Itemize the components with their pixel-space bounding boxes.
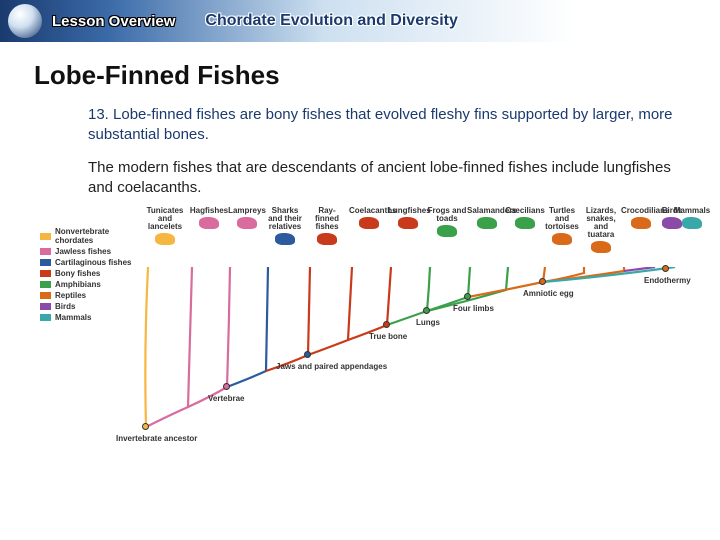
phylogeny-diagram: Nonvertebrate chordates Jawless fishes Car… [40,211,680,441]
taxon-icon [477,217,497,229]
taxon-icon [317,233,337,245]
taxon-label: Salamanders [467,207,507,215]
node-label: True bone [369,333,407,341]
taxon: Coelacanths [349,207,389,229]
taxon-label: Coelacanths [349,207,389,215]
taxon-label: Sharks and their relatives [265,207,305,231]
legend-label: Cartilaginous fishes [55,258,131,267]
legend-label: Amphibians [55,280,101,289]
legend-row: Nonvertebrate chordates [40,227,135,245]
legend-swatch [40,233,51,240]
node-dot [464,293,471,300]
legend: Nonvertebrate chordates Jawless fishes Car… [40,227,135,324]
taxon: Caecilians [505,207,545,229]
taxon-icon [155,233,175,245]
taxon-label: Hagfishes [189,207,229,215]
taxon-label: Caecilians [505,207,545,215]
taxon-icon [237,217,257,229]
taxon-label: Tunicates and lancelets [145,207,185,231]
taxon-label: Ray-finned fishes [307,207,347,231]
legend-label: Mammals [55,313,91,322]
legend-label: Nonvertebrate chordates [55,227,135,245]
taxa-row: Tunicates and lancelets HagfishesLampreys… [145,207,680,267]
legend-row: Bony fishes [40,269,135,278]
legend-label: Reptiles [55,291,86,300]
tree-nodes: Invertebrate ancestorVertebraeJaws and p… [130,267,680,437]
node-dot [223,383,230,390]
node-label: Invertebrate ancestor [116,435,197,443]
node-label: Four limbs [453,305,494,313]
taxon-icon [437,225,457,237]
node-dot [662,265,669,272]
node-dot [423,307,430,314]
taxon-icon [591,241,611,253]
legend-swatch [40,270,51,277]
taxon-icon [398,217,418,229]
legend-label: Birds [55,302,75,311]
legend-swatch [40,259,51,266]
taxon: Tunicates and lancelets [145,207,185,245]
taxon-icon [631,217,651,229]
taxon: Mammals [672,207,712,229]
taxon: Lizards, snakes, and tuatara [581,207,621,253]
taxon: Ray-finned fishes [307,207,347,245]
taxon-icon [275,233,295,245]
taxon-label: Lampreys [227,207,267,215]
taxon-label: Mammals [672,207,712,215]
legend-label: Bony fishes [55,269,100,278]
node-dot [304,351,311,358]
legend-label: Jawless fishes [55,247,111,256]
legend-swatch [40,303,51,310]
taxon: Lampreys [227,207,267,229]
topic-label: Chordate Evolution and Diversity [205,12,457,30]
lesson-label: Lesson Overview [52,13,175,30]
node-label: Amniotic egg [523,290,574,298]
node-dot [142,423,149,430]
node-dot [539,278,546,285]
legend-row: Amphibians [40,280,135,289]
taxon-icon [359,217,379,229]
taxon-icon [515,217,535,229]
taxon: Hagfishes [189,207,229,229]
paragraph-2: The modern fishes that are descendants o… [88,158,680,197]
taxon: Lungfishes [388,207,428,229]
node-label: Endothermy [644,277,691,285]
legend-row: Mammals [40,313,135,322]
taxon: Sharks and their relatives [265,207,305,245]
page-title: Lobe-Finned Fishes [34,60,720,91]
legend-swatch [40,292,51,299]
legend-row: Jawless fishes [40,247,135,256]
node-label: Vertebrae [208,395,244,403]
taxon: Salamanders [467,207,507,229]
taxon: Turtles and tortoises [542,207,582,245]
node-dot [383,321,390,328]
legend-swatch [40,314,51,321]
taxon-icon [199,217,219,229]
legend-swatch [40,248,51,255]
taxon-label: Turtles and tortoises [542,207,582,231]
taxon-icon [552,233,572,245]
taxon-label: Lungfishes [388,207,428,215]
legend-row: Birds [40,302,135,311]
logo-icon [8,4,42,38]
taxon: Frogs and toads [427,207,467,237]
legend-row: Reptiles [40,291,135,300]
header: Lesson Overview Chordate Evolution and D… [0,0,720,42]
taxon-label: Frogs and toads [427,207,467,223]
legend-swatch [40,281,51,288]
taxon-icon [682,217,702,229]
taxon-label: Lizards, snakes, and tuatara [581,207,621,239]
paragraph-1: 13. Lobe-finned fishes are bony fishes t… [88,105,680,144]
legend-row: Cartilaginous fishes [40,258,135,267]
node-label: Lungs [416,319,440,327]
node-label: Jaws and paired appendages [276,363,387,371]
